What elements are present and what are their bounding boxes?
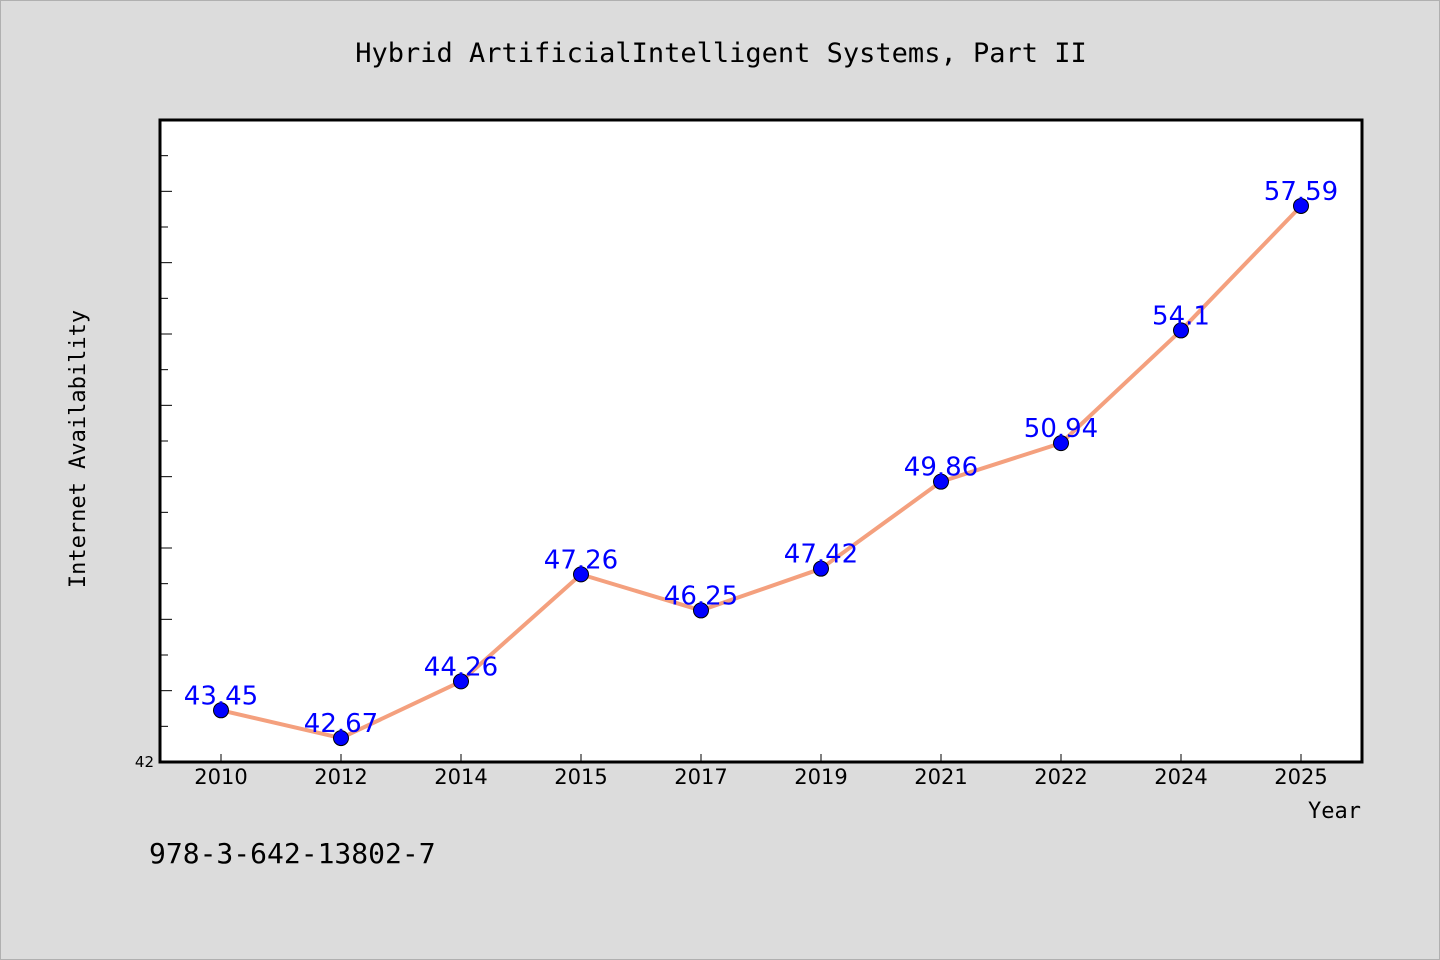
isbn-label: 978-3-642-13802-7 (149, 837, 436, 870)
x-axis-ticks (220, 754, 1302, 762)
y-tick-label: 42 (135, 753, 154, 771)
data-point-marker (213, 702, 229, 719)
x-tick-label: 2010 (194, 765, 247, 789)
data-point-marker (693, 602, 709, 619)
x-axis-title: Year (1308, 799, 1361, 824)
x-tick-label: 2022 (1034, 765, 1087, 789)
data-point-marker (1173, 322, 1189, 339)
data-point-marker (813, 560, 829, 577)
x-tick-label: 2019 (794, 765, 847, 789)
x-tick-label: 2015 (554, 765, 607, 789)
x-tick-label: 2024 (1154, 765, 1207, 789)
data-point-label: 54.1 (1152, 301, 1210, 331)
series-layer (219, 203, 1303, 741)
data-point-label: 50.94 (1024, 414, 1098, 444)
data-point-marker (573, 566, 589, 583)
data-point-label: 43.45 (184, 681, 258, 711)
data-point-label: 57.59 (1264, 177, 1338, 207)
data-label-layer: 43.45 42.67 44.26 47.26 46.25 47.42 49.86 50.94… (184, 177, 1338, 739)
series-line (219, 203, 1303, 741)
x-tick-label: 2012 (314, 765, 367, 789)
data-point-marker (1053, 435, 1069, 452)
marker-layer (213, 197, 1309, 747)
data-point-label: 42.67 (304, 709, 378, 739)
x-tick-label: 2025 (1274, 765, 1327, 789)
x-tick-label: 2021 (914, 765, 967, 789)
x-tick-label: 2014 (434, 765, 487, 789)
data-point-marker (333, 730, 349, 747)
data-point-label: 44.26 (424, 652, 498, 682)
data-point-label: 47.42 (784, 540, 858, 570)
data-point-label: 46.25 (664, 581, 738, 611)
y-axis-ticks (160, 155, 172, 727)
data-point-marker (1293, 197, 1309, 214)
x-tick-label: 2017 (674, 765, 727, 789)
data-point-label: 49.86 (904, 453, 978, 483)
y-axis-title: Internet Availability (66, 310, 91, 588)
x-axis-tick-labels: 2010 2012 2014 2015 2017 2019 2021 2022 2024 2025 (194, 765, 1327, 789)
y-axis-tick-labels: 42 (135, 753, 154, 771)
data-point-marker (453, 673, 469, 690)
data-point-marker (933, 473, 949, 490)
data-point-label: 47.26 (544, 545, 618, 575)
chart-title: Hybrid ArtificialIntelligent Systems, Pa… (355, 38, 1087, 69)
plot-area (158, 118, 1364, 764)
